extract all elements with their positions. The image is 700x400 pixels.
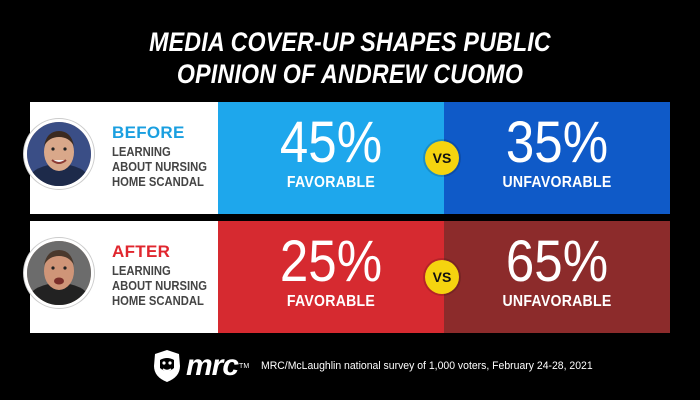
favorable-value: 45% <box>279 110 383 175</box>
footer: mrc TM MRC/McLaughlin national survey of… <box>152 346 610 386</box>
logo-trademark: TM <box>239 362 250 370</box>
description-line: LEARNING <box>112 264 171 278</box>
phase-description: LEARNING ABOUT NURSING HOME SCANDAL <box>112 264 209 309</box>
after-label-panel: AFTER LEARNING ABOUT NURSING HOME SCANDA… <box>24 221 218 333</box>
before-row: BEFORE LEARNING ABOUT NURSING HOME SCAND… <box>24 102 670 214</box>
chart-title: MEDIA COVER-UP SHAPES PUBLIC OPINION OF … <box>49 26 651 90</box>
face-photo-icon <box>27 241 91 305</box>
favorable-value: 25% <box>279 229 383 294</box>
avatar <box>24 238 94 308</box>
title-line-1: MEDIA COVER-UP SHAPES PUBLIC <box>149 27 551 57</box>
before-unfavorable-cell: 35% UNFAVORABLE <box>444 102 670 214</box>
phase-description: LEARNING ABOUT NURSING HOME SCANDAL <box>112 145 209 190</box>
unfavorable-value: 65% <box>505 229 609 294</box>
logo-text: mrc <box>186 349 239 382</box>
phase-label: AFTER <box>112 242 171 261</box>
description-line: LEARNING <box>112 145 171 159</box>
source-note: MRC/McLaughlin national survey of 1,000 … <box>261 360 593 372</box>
vs-badge: VS <box>425 141 459 175</box>
description-line: ABOUT NURSING <box>112 279 208 293</box>
description-line: ABOUT NURSING <box>112 160 208 174</box>
unfavorable-value: 35% <box>505 110 609 175</box>
favorable-label: FAVORABLE <box>286 293 376 310</box>
unfavorable-label: UNFAVORABLE <box>502 293 612 310</box>
avatar <box>24 119 94 189</box>
before-label-panel: BEFORE LEARNING ABOUT NURSING HOME SCAND… <box>24 102 218 214</box>
after-favorable-cell: 25% FAVORABLE <box>218 221 444 333</box>
before-favorable-cell: 45% FAVORABLE <box>218 102 444 214</box>
title-line-2: OPINION OF ANDREW CUOMO <box>176 59 524 89</box>
unfavorable-label: UNFAVORABLE <box>502 174 612 191</box>
vs-badge: VS <box>425 260 459 294</box>
description-line: HOME SCANDAL <box>112 175 204 189</box>
after-row: AFTER LEARNING ABOUT NURSING HOME SCANDA… <box>24 221 670 333</box>
description-line: HOME SCANDAL <box>112 294 204 308</box>
mrc-logo: mrc TM <box>152 349 249 383</box>
after-unfavorable-cell: 65% UNFAVORABLE <box>444 221 670 333</box>
favorable-label: FAVORABLE <box>286 174 376 191</box>
bulldog-icon <box>154 350 180 382</box>
face-photo-icon <box>27 122 91 186</box>
phase-label: BEFORE <box>112 123 185 142</box>
